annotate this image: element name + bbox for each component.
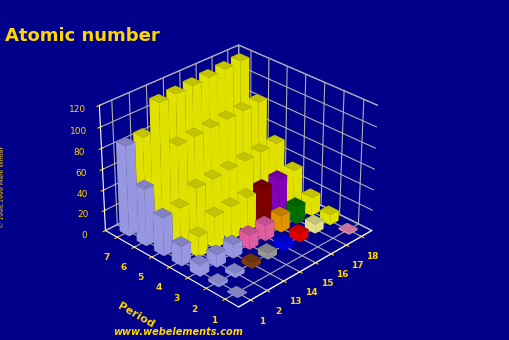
Y-axis label: Period: Period [116,301,155,330]
Text: www.webelements.com: www.webelements.com [114,327,243,337]
Text: Atomic number: Atomic number [5,27,159,45]
Text: © 1998,1999 Mark Winter: © 1998,1999 Mark Winter [0,146,5,228]
